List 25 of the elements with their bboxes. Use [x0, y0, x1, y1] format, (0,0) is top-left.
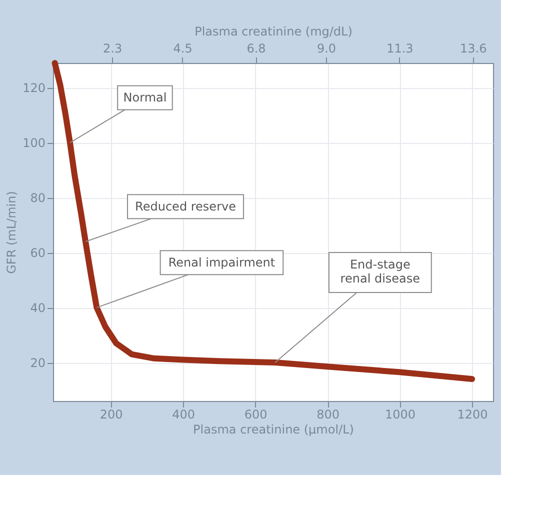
x-axis-title: Plasma creatinine (µmol/L) [193, 422, 354, 436]
x2-tick-label: 6.8 [246, 42, 266, 56]
x-tick-label: 600 [244, 408, 268, 422]
x-tick-label: 400 [172, 408, 195, 422]
x-tick-label: 1000 [385, 408, 416, 422]
x2-axis-title: Plasma creatinine (mg/dL) [194, 24, 352, 38]
x2-tick-label: 2.3 [103, 42, 122, 56]
x-tick-label: 200 [100, 408, 123, 422]
x2-tick-label: 11.3 [386, 42, 414, 56]
annotation: Reduced reserve [135, 200, 236, 214]
y-tick-label: 80 [30, 191, 46, 206]
x2-tick-label: 9.0 [316, 42, 336, 56]
y-tick-label: 60 [30, 246, 46, 260]
x-tick-label: 1200 [457, 408, 488, 422]
annotation: End-stage renal disease [340, 258, 420, 286]
annotation: Renal impairment [168, 256, 276, 270]
x2-tick-label: 4.5 [173, 42, 192, 56]
y-tick-label: 40 [30, 301, 46, 316]
y-tick-label: 100 [22, 136, 46, 150]
x2-tick-label: 13.6 [460, 42, 487, 56]
y-tick-label: 120 [22, 81, 46, 96]
y-axis-title: GFR (mL/min) [4, 191, 19, 274]
annotation: Normal [123, 90, 167, 105]
y-tick-label: 20 [30, 356, 46, 370]
x-tick-label: 800 [316, 408, 340, 422]
